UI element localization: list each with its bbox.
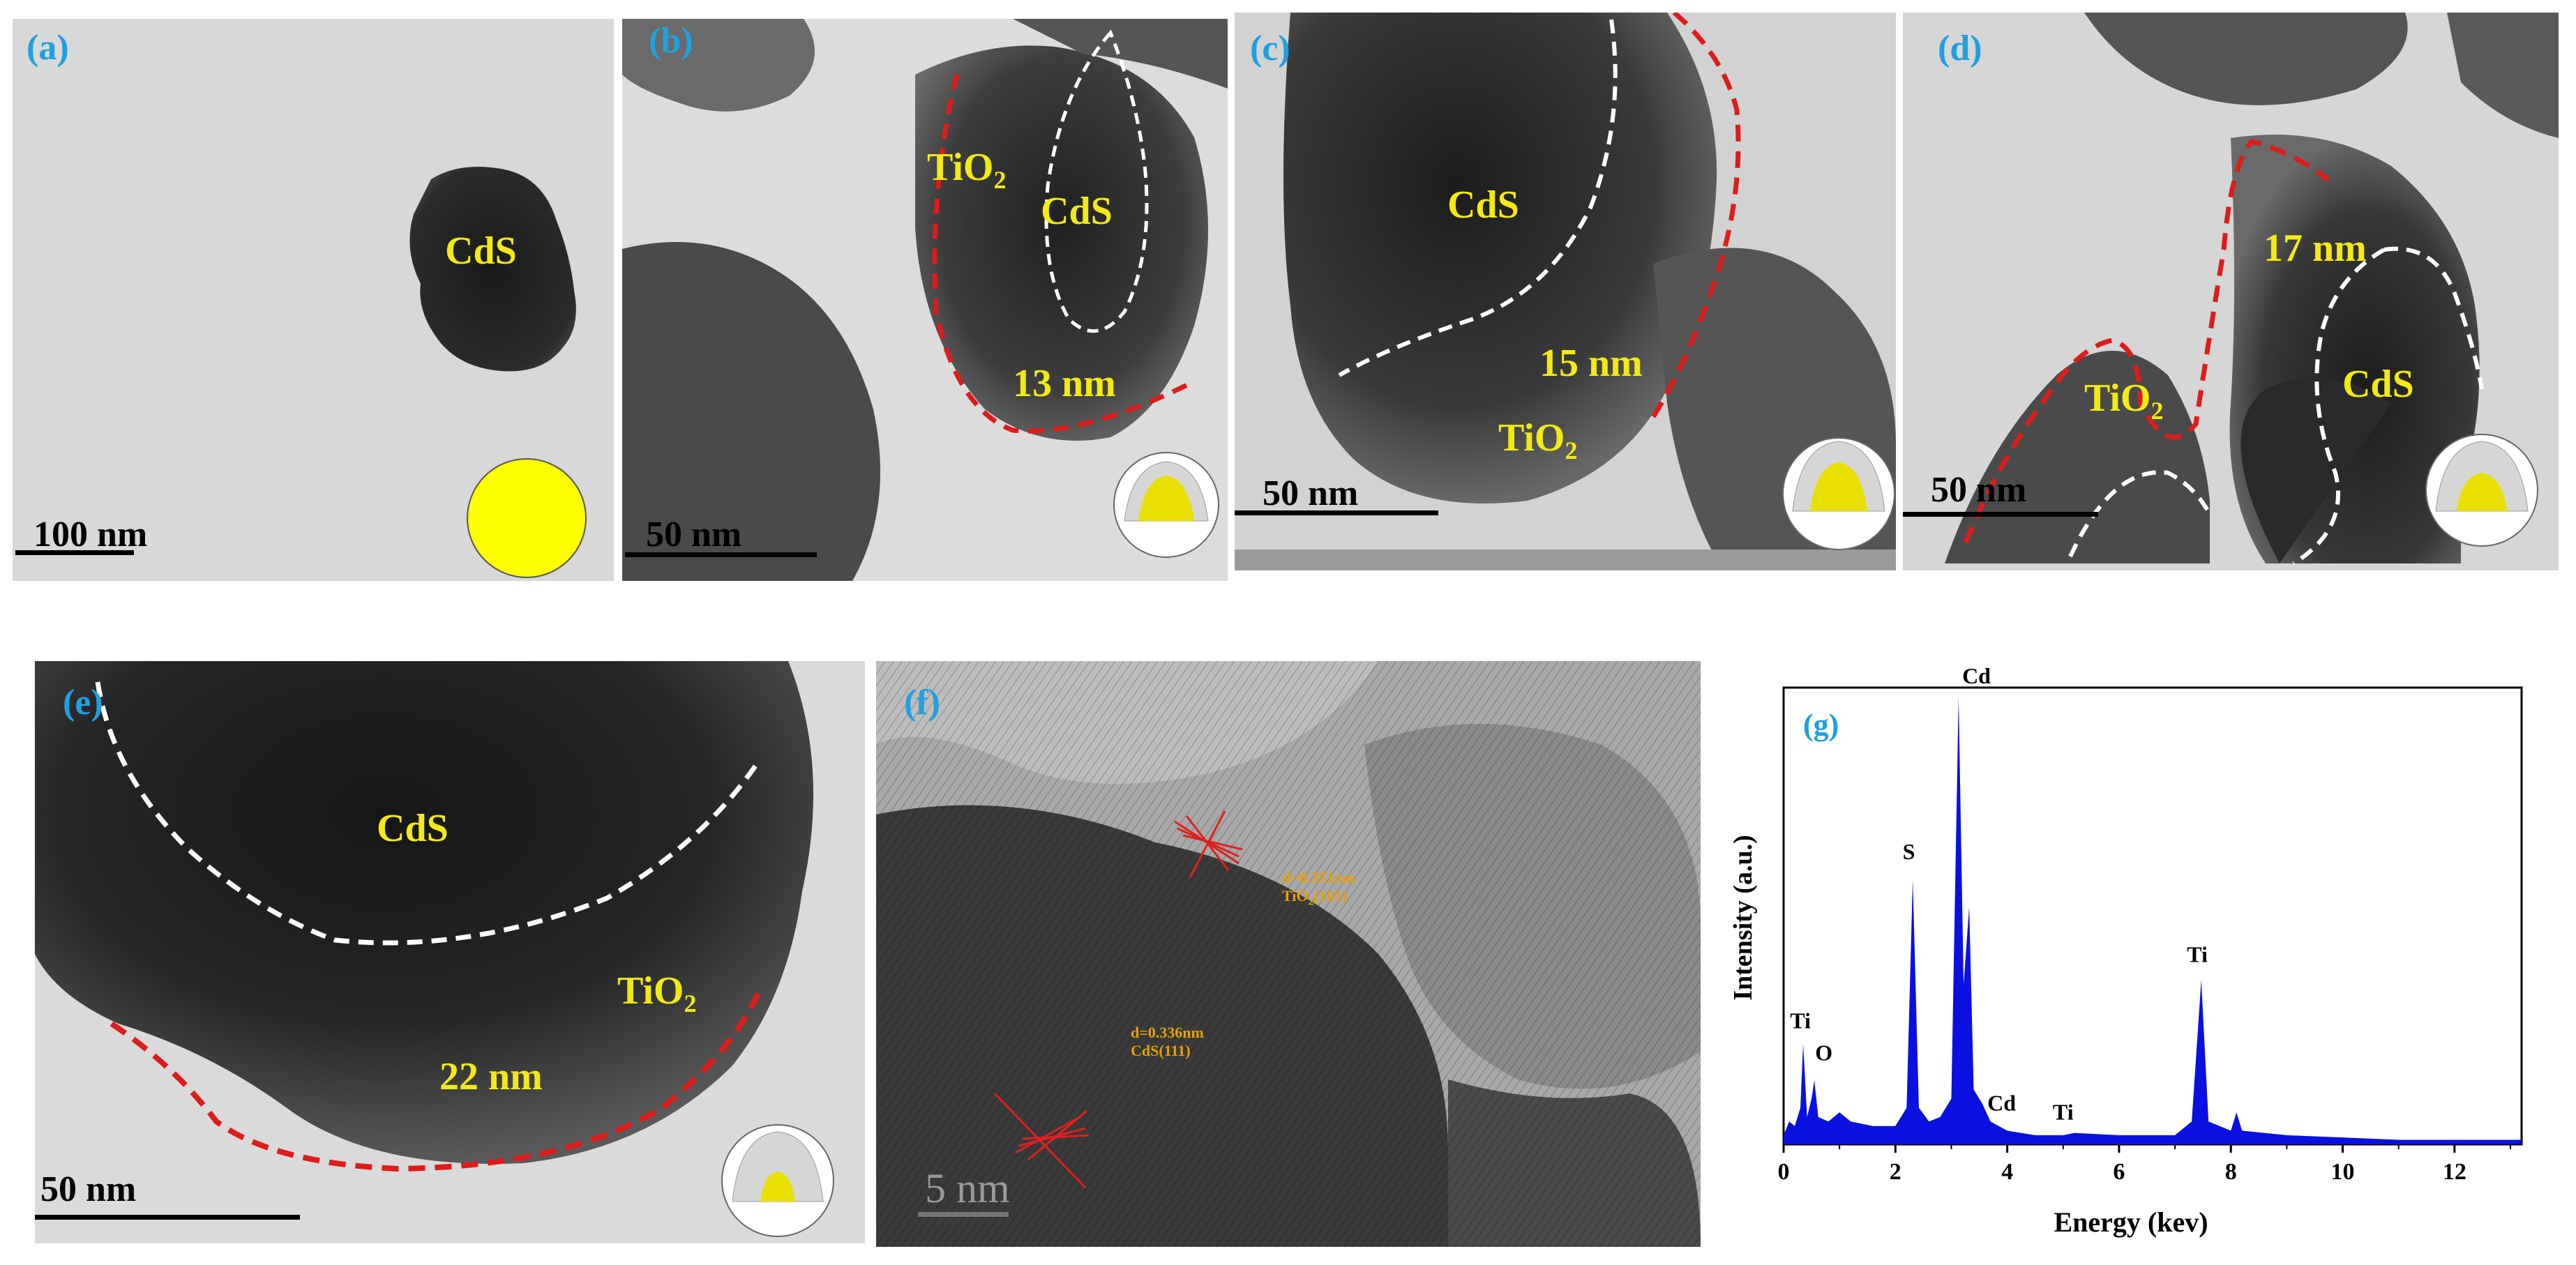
scale-bar-text: 5 nm <box>925 1165 1010 1211</box>
cds-label: CdS <box>1041 190 1113 233</box>
tio2-label: TiO2 <box>927 146 1007 195</box>
fringe-label-tio2: d=0.351nm TiO2(101) <box>1282 869 1355 908</box>
core-shell-icon <box>2425 434 2538 547</box>
panel-b: (b) TiO2 CdS 13 nm 50 nm <box>622 19 1228 581</box>
x-tick-label: 8 <box>2225 1159 2237 1185</box>
cds-label: CdS <box>1447 183 1519 227</box>
panel-f: (f) d=0.351nm TiO2(101) d=0.336nm CdS(11… <box>876 661 1701 1247</box>
panel-label: (b) <box>649 21 693 61</box>
x-tick-label: 12 <box>2443 1159 2466 1185</box>
scale-bar <box>15 550 134 555</box>
shell-thickness-label: 13 nm <box>1013 362 1116 405</box>
scale-bar <box>918 1212 1009 1217</box>
panel-label: (a) <box>27 28 69 68</box>
core-shell-icon <box>1782 437 1895 550</box>
peak-label: Cd <box>1987 1090 2016 1115</box>
peak-label: Ti <box>1790 1008 1811 1033</box>
scale-bar <box>1903 512 2098 517</box>
panel-a: (a) CdS 100 nm <box>13 19 614 581</box>
peak-label: Cd <box>1962 663 1991 688</box>
x-tick-label: 2 <box>1890 1159 1901 1185</box>
cds-label: CdS <box>445 229 517 273</box>
panel-d-image <box>1903 13 2559 570</box>
panel-g-eds-chart: 0 2 4 6 8 10 12 Ti O S Cd Cd Ti Ti (g) Energy (kev) … <box>1712 653 2567 1258</box>
panel-c-image <box>1235 13 1896 570</box>
scale-bar-text: 50 nm <box>40 1169 137 1209</box>
x-tick-label: 6 <box>2113 1159 2125 1185</box>
peak-label: Ti <box>2187 942 2208 967</box>
cds-label: CdS <box>2342 363 2414 406</box>
panel-d: (d) 17 nm TiO2 CdS 50 nm <box>1903 13 2559 570</box>
shell-thickness-label: 22 nm <box>439 1055 543 1098</box>
peak-label: S <box>1903 839 1915 864</box>
scale-bar <box>35 1215 300 1220</box>
scale-bar-text: 100 nm <box>33 515 148 554</box>
panel-label: (c) <box>1250 29 1290 68</box>
scale-bar-text: 50 nm <box>646 515 742 554</box>
panel-b-image <box>622 19 1228 581</box>
panel-e: (e) CdS TiO2 22 nm 50 nm <box>35 661 865 1243</box>
panel-e-image <box>35 661 865 1243</box>
scale-bar <box>1235 510 1438 515</box>
core-shell-icon <box>721 1124 834 1237</box>
tio2-label: TiO2 <box>1498 416 1578 465</box>
scale-bar-text: 50 nm <box>1263 474 1359 513</box>
panel-f-image <box>876 661 1701 1247</box>
scale-bar <box>625 552 817 557</box>
peak-label: O <box>1815 1040 1832 1065</box>
x-tick-label: 10 <box>2331 1159 2355 1185</box>
panel-a-image <box>13 19 614 581</box>
tio2-label: TiO2 <box>2084 377 2164 425</box>
eds-spectrum-series <box>1784 697 2522 1144</box>
shell-thickness-label: 17 nm <box>2264 227 2367 270</box>
cds-label: CdS <box>377 807 449 850</box>
tio2-label: TiO2 <box>617 969 697 1018</box>
fringe-label-cds: d=0.336nm CdS(111) <box>1131 1024 1204 1060</box>
panel-label: (d) <box>1938 29 1982 68</box>
panel-label: (f) <box>904 683 940 722</box>
scale-bar-text: 50 nm <box>1931 470 2027 510</box>
panel-c: (c) CdS 15 nm TiO2 50 nm <box>1235 13 1896 570</box>
shell-thickness-label: 15 nm <box>1539 342 1643 385</box>
y-axis-label: Intensity (a.u.) <box>1728 835 1758 1001</box>
panel-label: (e) <box>63 683 103 722</box>
chart-title: (g) <box>1803 708 1839 742</box>
x-tick-label: 4 <box>2001 1159 2013 1185</box>
x-axis-label: Energy (kev) <box>2054 1206 2208 1238</box>
core-shell-icon <box>1113 452 1219 558</box>
solid-sphere-icon <box>467 458 587 578</box>
x-tick-label: 0 <box>1778 1159 1790 1185</box>
peak-label: Ti <box>2053 1100 2074 1125</box>
